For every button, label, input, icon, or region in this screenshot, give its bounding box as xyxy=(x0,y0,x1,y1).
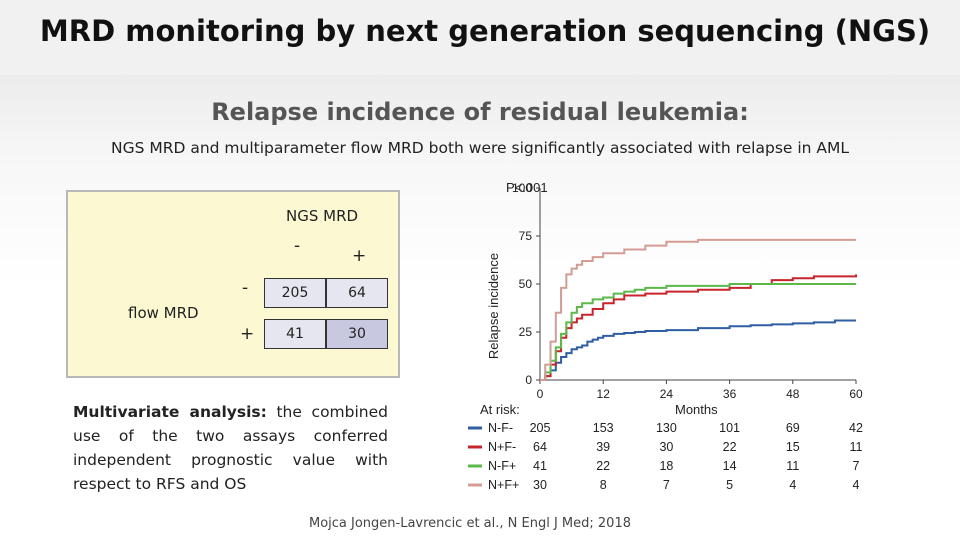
at-risk-value: 22 xyxy=(723,440,737,454)
x-tick-label: 60 xyxy=(849,387,863,401)
contingency-table: NGS MRD - + flow MRD - + 205 64 41 30 xyxy=(66,190,400,378)
cell-ngs-neg-flow-neg: 205 xyxy=(264,278,326,308)
at-risk-value: 153 xyxy=(593,421,614,435)
x-ticks: 0 12 24 36 48 60 xyxy=(537,380,863,401)
at-risk-value: 8 xyxy=(600,478,607,492)
multivariate-text: Multivariate analysis: the combined use … xyxy=(73,400,388,496)
at-risk-series-label: N+F- xyxy=(488,440,516,454)
at-risk-value: 15 xyxy=(786,440,800,454)
at-risk-value: 5 xyxy=(726,478,733,492)
cell-ngs-pos-flow-neg: 64 xyxy=(326,278,388,308)
at-risk-value: 101 xyxy=(719,421,740,435)
x-axis-label: Months xyxy=(675,402,718,417)
y-tick-label: 100 xyxy=(512,181,532,195)
multivariate-lead: Multivariate analysis: xyxy=(73,403,267,421)
at-risk-value: 39 xyxy=(596,440,610,454)
flow-mrd-header: flow MRD xyxy=(128,304,199,322)
y-tick-label: 25 xyxy=(519,325,533,339)
at-risk-series-label: N-F- xyxy=(488,421,513,435)
at-risk-value: 4 xyxy=(853,478,860,492)
y-tick-label: 50 xyxy=(519,277,533,291)
flow-plus-header: + xyxy=(240,324,255,344)
ngs-minus-header: - xyxy=(294,236,301,256)
curve-npfp xyxy=(540,238,856,381)
y-tick-label: 75 xyxy=(519,229,533,243)
cell-ngs-pos-flow-pos: 30 xyxy=(326,319,388,349)
summary-text: NGS MRD and multiparameter flow MRD both… xyxy=(110,139,850,157)
at-risk-value: 4 xyxy=(789,478,796,492)
at-risk-value: 22 xyxy=(596,459,610,473)
slide-subtitle: Relapse incidence of residual leukemia: xyxy=(211,98,749,126)
x-tick-label: 12 xyxy=(597,387,611,401)
at-risk-value: 30 xyxy=(533,478,547,492)
slide-title: MRD monitoring by next generation sequen… xyxy=(39,14,931,48)
y-axis-label: Relapse incidence xyxy=(486,253,501,359)
at-risk-series-label: N+F+ xyxy=(488,478,519,492)
at-risk-value: 42 xyxy=(849,421,863,435)
at-risk-label: At risk: xyxy=(480,402,520,417)
at-risk-value: 7 xyxy=(853,459,860,473)
curves xyxy=(540,238,857,381)
at-risk-value: 69 xyxy=(786,421,800,435)
multivariate-body: the combined use of the two assays confe… xyxy=(73,403,388,493)
at-risk-value: 7 xyxy=(663,478,670,492)
citation: Mojca Jongen-Lavrencic et al., N Engl J … xyxy=(308,516,631,531)
x-tick-label: 36 xyxy=(723,387,737,401)
curve-nmfm xyxy=(540,319,856,381)
curve-nmfp xyxy=(540,283,856,381)
ngs-mrd-header: NGS MRD xyxy=(286,207,359,225)
at-risk-value: 30 xyxy=(659,440,673,454)
chart-annotation: P<.001 xyxy=(506,180,548,195)
at-risk-table: N-F- 205 153 130 101 69 42 N+F- 64 39 30 22 15 11 N-F+… xyxy=(468,421,863,492)
cell-ngs-neg-flow-pos: 41 xyxy=(264,319,326,349)
x-tick-label: 24 xyxy=(660,387,674,401)
x-tick-label: 0 xyxy=(537,387,544,401)
title-bar xyxy=(0,0,960,75)
at-risk-value: 11 xyxy=(786,459,799,473)
at-risk-value: 130 xyxy=(656,421,677,435)
y-ticks: 0 25 50 75 100 xyxy=(512,181,540,387)
at-risk-value: 64 xyxy=(533,440,547,454)
ngs-plus-header: + xyxy=(352,246,367,266)
flow-minus-header: - xyxy=(242,278,249,298)
x-tick-label: 48 xyxy=(786,387,800,401)
at-risk-value: 205 xyxy=(530,421,551,435)
at-risk-value: 11 xyxy=(850,440,863,454)
at-risk-value: 14 xyxy=(723,459,737,473)
at-risk-value: 18 xyxy=(659,459,673,473)
at-risk-series-label: N-F+ xyxy=(488,459,516,473)
at-risk-value: 41 xyxy=(533,459,547,473)
y-tick-label: 0 xyxy=(525,373,532,387)
